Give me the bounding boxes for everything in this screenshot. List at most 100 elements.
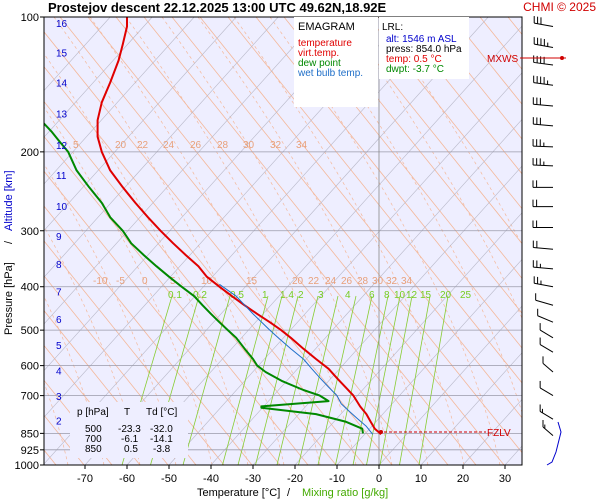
moist-adiabat <box>197 17 429 465</box>
isotherm-label: 22 <box>137 140 149 151</box>
isotherm-label: 34 <box>401 276 413 287</box>
moist-adiabat <box>53 17 285 465</box>
altitude-tick-label: 16 <box>56 19 68 30</box>
lrl-press: press: 854.0 hPa <box>386 44 462 55</box>
x-axis-label-separator: / <box>287 487 291 499</box>
barb-staff <box>533 247 554 250</box>
altitude-tick-label: 15 <box>56 48 68 59</box>
altitude-tick-label: 9 <box>56 232 62 243</box>
mixing-ratio-label: 4 <box>345 290 351 301</box>
mixing-ratio-label: 3 <box>318 290 324 301</box>
altitude-tick-label: 10 <box>56 202 68 213</box>
isotherm-label: 24 <box>163 140 175 151</box>
wind-barb <box>533 37 554 49</box>
legend-item-dew-point: dew point <box>298 58 341 69</box>
lrl-temp: temp: 0.5 °C <box>386 54 442 65</box>
isotherm-label: 0 <box>142 276 148 287</box>
wind-profile-line <box>546 421 562 466</box>
mixing-ratio-label: 25 <box>460 290 472 301</box>
altitude-tick-label: 7 <box>56 288 62 299</box>
table-cell: 0.5 <box>124 444 138 455</box>
dry-adiabat <box>227 17 522 384</box>
altitude-tick-label: 2 <box>56 416 62 427</box>
legend-item-virt-temp: virt.temp. <box>298 48 339 59</box>
mixing-ratio-label: 12 <box>406 290 418 301</box>
wind-barb <box>532 220 553 228</box>
y-tick-label: 500 <box>21 325 39 337</box>
x-tick-label: -50 <box>161 473 177 485</box>
dry-adiabat <box>564 17 600 465</box>
legend: EMAGRAM temperature virt.temp. dew point… <box>294 17 378 107</box>
table-cell: -23.3 <box>118 424 141 435</box>
wind-barb <box>533 75 554 86</box>
isotherm-label: 28 <box>217 140 229 151</box>
mixing-ratio-label: 2 <box>298 290 304 301</box>
mixing-ratio-line <box>298 295 339 465</box>
table-cell: -14.1 <box>150 434 173 445</box>
dry-adiabat <box>44 275 197 465</box>
isotherm <box>84 17 489 465</box>
mixing-ratio-label: 6 <box>369 290 375 301</box>
barb-staff <box>533 164 554 167</box>
moist-adiabat <box>377 17 522 246</box>
mixing-ratio-label: 0.1 <box>168 290 182 301</box>
legend-title: EMAGRAM <box>298 21 355 33</box>
isotherm-label: 5 <box>73 140 79 151</box>
axes: -70 -60 -50 -40 -30 -20 -10 0 10 20 30100200300400… <box>15 12 512 485</box>
isotherm-label: 5 <box>170 276 176 287</box>
legend-item-wet-bulb: wet bulb temp. <box>297 68 363 79</box>
x-tick-label: 30 <box>499 473 511 485</box>
isotherm-label: 20 <box>292 276 304 287</box>
altitude-tick-label: 14 <box>56 78 68 89</box>
barb-staff <box>533 82 554 86</box>
dry-adiabat <box>423 17 522 140</box>
isotherm-label: 30 <box>243 140 255 151</box>
dry-adiabat <box>592 17 600 465</box>
y-axis-label-altitude: Altitude [km] <box>3 170 15 231</box>
dry-adiabat <box>115 17 477 465</box>
lrl-alt: alt: 1546 m ASL <box>386 34 457 45</box>
wind-barbs <box>532 16 564 466</box>
series-line-wet-bulb-temp- <box>219 283 374 435</box>
wind-barb <box>532 97 554 107</box>
altitude-tick-label: 8 <box>56 260 62 271</box>
wind-barb <box>539 337 554 353</box>
dry-adiabat <box>44 205 253 465</box>
dry-adiabat <box>59 17 421 465</box>
isotherm <box>44 17 237 232</box>
x-tick-label: -40 <box>203 473 219 485</box>
isotherm <box>44 17 279 278</box>
moist-adiabat <box>161 17 393 465</box>
dry-adiabat <box>143 17 505 465</box>
mixing-ratio-line <box>352 295 389 465</box>
wind-barb <box>533 55 554 66</box>
summary-table: p [hPa] T Td [°C] 500 -23.3 -32.0 700 -6… <box>70 402 188 458</box>
isotherm-label: -10 <box>93 276 108 287</box>
y-tick-label: 200 <box>21 147 39 159</box>
x-tick-label: 0 <box>376 473 382 485</box>
barb-staff <box>539 387 554 397</box>
table-cell: -6.1 <box>121 434 139 445</box>
isotherm <box>294 212 522 465</box>
barb-staff <box>533 61 554 66</box>
table-cell: -32.0 <box>150 424 173 435</box>
wind-barb <box>533 276 554 288</box>
mixing-ratio-line <box>335 295 373 465</box>
isotherm-label: 15 <box>246 276 258 287</box>
dry-adiabat <box>451 17 522 105</box>
mixing-ratio-label: 1 <box>262 290 268 301</box>
mixing-ratio-label: 15 <box>420 290 432 301</box>
altitude-tick-label: 12 <box>56 141 68 152</box>
mixing-ratio-label: 20 <box>440 290 452 301</box>
mixing-ratio-label: 0.2 <box>193 290 207 301</box>
wind-barb <box>532 240 554 250</box>
mixing-ratio-line <box>399 295 431 465</box>
mixing-ratio-line <box>237 295 283 465</box>
isotherm-label: 30 <box>372 276 384 287</box>
y-axis-label-pressure: Pressure [hPa] <box>3 262 15 335</box>
dry-adiabat <box>44 170 281 465</box>
x-axis-label-temperature: Temperature [°C] <box>197 487 280 499</box>
barb-staff <box>534 22 554 27</box>
isotherm-label: 32 <box>270 140 282 151</box>
